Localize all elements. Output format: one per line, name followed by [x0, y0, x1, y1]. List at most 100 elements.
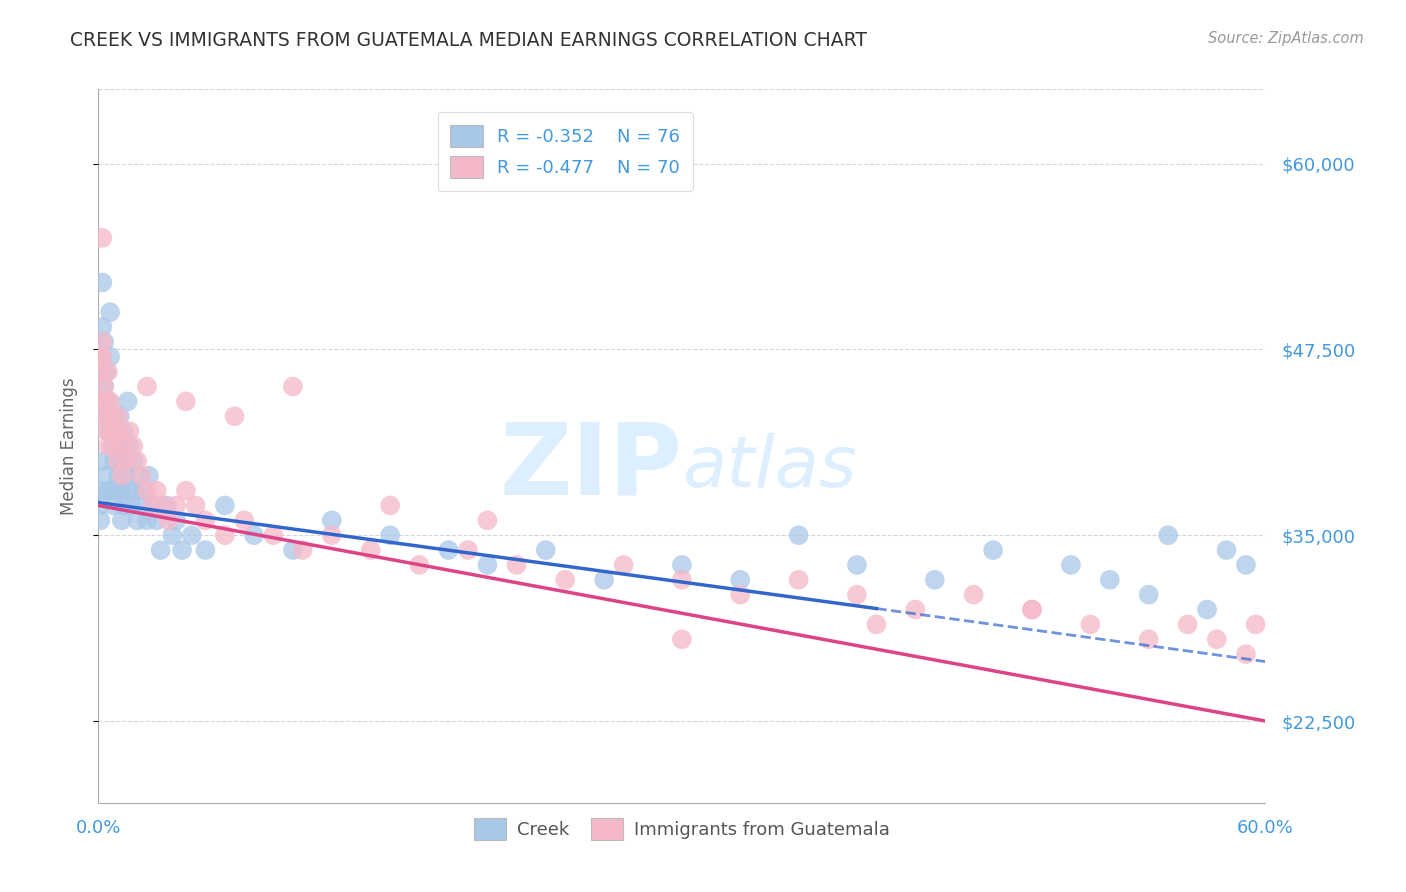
- Point: [1080, 617, 1102, 632]
- Text: CREEK VS IMMIGRANTS FROM GUATEMALA MEDIAN EARNINGS CORRELATION CHART: CREEK VS IMMIGRANTS FROM GUATEMALA MEDIA…: [70, 31, 868, 50]
- Point: [1060, 558, 1083, 572]
- Point: [1157, 528, 1180, 542]
- Point: [360, 543, 382, 558]
- Point: [129, 468, 152, 483]
- Point: [846, 558, 869, 572]
- Point: [787, 573, 810, 587]
- Point: [91, 276, 114, 290]
- Point: [534, 543, 557, 558]
- Point: [129, 499, 152, 513]
- Point: [96, 468, 118, 483]
- Point: [142, 499, 165, 513]
- Point: [243, 528, 266, 542]
- Point: [124, 483, 146, 498]
- Point: [146, 513, 169, 527]
- Point: [554, 573, 576, 587]
- Point: [671, 558, 693, 572]
- Point: [89, 513, 111, 527]
- Point: [1215, 543, 1237, 558]
- Point: [108, 409, 131, 424]
- Point: [93, 409, 115, 424]
- Point: [162, 528, 184, 542]
- Text: Source: ZipAtlas.com: Source: ZipAtlas.com: [1208, 31, 1364, 46]
- Point: [155, 499, 177, 513]
- Point: [214, 499, 236, 513]
- Point: [281, 379, 304, 393]
- Point: [1137, 588, 1160, 602]
- Point: [174, 394, 197, 409]
- Text: ZIP: ZIP: [499, 419, 682, 516]
- Point: [170, 543, 193, 558]
- Point: [981, 543, 1004, 558]
- Point: [103, 409, 125, 424]
- Point: [180, 528, 202, 542]
- Point: [128, 468, 150, 483]
- Point: [107, 409, 129, 424]
- Point: [108, 424, 131, 438]
- Point: [97, 439, 120, 453]
- Point: [1244, 617, 1267, 632]
- Point: [117, 394, 139, 409]
- Point: [924, 573, 946, 587]
- Point: [730, 588, 752, 602]
- Point: [477, 513, 499, 527]
- Point: [112, 424, 135, 438]
- Point: [96, 394, 118, 409]
- Point: [101, 483, 124, 498]
- Point: [122, 439, 145, 453]
- Point: [91, 334, 114, 349]
- Point: [408, 558, 430, 572]
- Point: [117, 483, 139, 498]
- Point: [107, 439, 129, 453]
- Point: [97, 409, 120, 424]
- Point: [846, 588, 869, 602]
- Point: [127, 454, 149, 468]
- Point: [321, 528, 343, 542]
- Point: [146, 483, 169, 498]
- Point: [89, 365, 111, 379]
- Point: [281, 543, 304, 558]
- Point: [138, 468, 160, 483]
- Point: [1021, 602, 1043, 616]
- Point: [111, 454, 134, 468]
- Point: [97, 394, 120, 409]
- Point: [194, 543, 217, 558]
- Point: [107, 454, 129, 468]
- Point: [149, 543, 172, 558]
- Point: [904, 602, 927, 616]
- Point: [214, 528, 236, 542]
- Point: [1098, 573, 1121, 587]
- Point: [730, 573, 752, 587]
- Point: [174, 483, 197, 498]
- Point: [1234, 558, 1257, 572]
- Point: [93, 454, 115, 468]
- Point: [97, 424, 120, 438]
- Point: [96, 424, 118, 438]
- Point: [477, 558, 499, 572]
- Point: [97, 365, 120, 379]
- Point: [121, 499, 143, 513]
- Point: [437, 543, 460, 558]
- Point: [98, 424, 121, 438]
- Point: [103, 439, 125, 453]
- Point: [157, 513, 180, 527]
- Point: [93, 379, 115, 393]
- Point: [112, 499, 135, 513]
- Point: [321, 513, 343, 527]
- Point: [127, 513, 149, 527]
- Point: [114, 468, 136, 483]
- Point: [152, 499, 174, 513]
- Point: [112, 439, 135, 453]
- Point: [224, 409, 246, 424]
- Point: [142, 499, 165, 513]
- Point: [101, 424, 124, 438]
- Point: [165, 499, 187, 513]
- Point: [93, 334, 115, 349]
- Point: [1195, 602, 1218, 616]
- Point: [96, 409, 118, 424]
- Point: [1137, 632, 1160, 647]
- Point: [613, 558, 636, 572]
- Point: [671, 573, 693, 587]
- Point: [136, 483, 159, 498]
- Point: [291, 543, 314, 558]
